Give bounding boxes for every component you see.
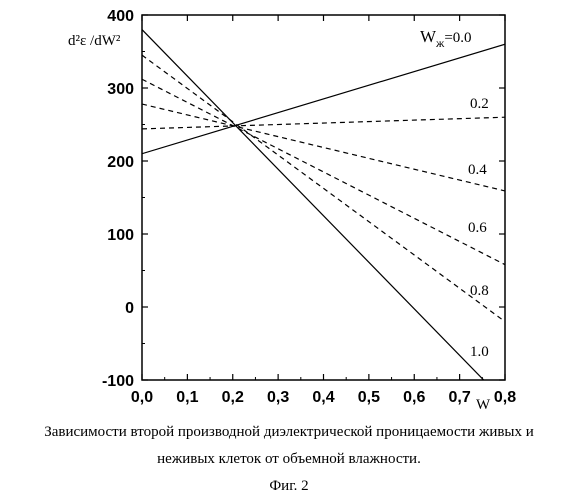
series-label-0-6: 0.6 bbox=[468, 220, 487, 236]
y-tick-label: 0 bbox=[125, 300, 134, 317]
caption-line-2: неживых клеток от объемной влажности. bbox=[0, 451, 578, 468]
x-tick-label: 0,8 bbox=[494, 389, 516, 406]
y-tick-label: 400 bbox=[107, 8, 134, 25]
series-label-0-2: 0.2 bbox=[470, 96, 489, 112]
x-tick-label: 0,4 bbox=[312, 389, 334, 406]
y-tick-label: -100 bbox=[102, 373, 134, 390]
series-line-0-0 bbox=[142, 44, 505, 154]
x-tick-label: 0,0 bbox=[131, 389, 153, 406]
y-tick-label: 200 bbox=[107, 154, 134, 171]
x-tick-label: 0,3 bbox=[267, 389, 289, 406]
x-tick-label: 0,5 bbox=[358, 389, 380, 406]
x-tick-label: 0,1 bbox=[176, 389, 198, 406]
series-line-0-4 bbox=[142, 104, 505, 191]
y-tick-label: 100 bbox=[107, 227, 134, 244]
series-line-0-6 bbox=[142, 79, 505, 264]
y-axis-label: d²ε /dW² bbox=[68, 33, 121, 49]
x-tick-label: 0,7 bbox=[449, 389, 471, 406]
chart: 0,0 0,1 0,2 0,3 0,4 0,5 0,6 0,7 0,8 400 300 200 100 0… bbox=[0, 0, 578, 420]
x-tick-label: 0,6 bbox=[403, 389, 425, 406]
y-tick-label: 300 bbox=[107, 81, 134, 98]
series-line-0-8 bbox=[142, 55, 505, 321]
series-label-0-8: 0.8 bbox=[470, 283, 489, 299]
plot-frame bbox=[142, 15, 505, 380]
series-lines bbox=[142, 30, 505, 402]
series-label-0-4: 0.4 bbox=[468, 162, 487, 178]
x-axis-label: W bbox=[476, 397, 491, 413]
figure-number: Фиг. 2 bbox=[0, 478, 578, 495]
caption-line-1: Зависимости второй производной диэлектри… bbox=[0, 424, 578, 441]
series-line-1-0 bbox=[142, 30, 505, 402]
series-line-0-2 bbox=[142, 117, 505, 129]
series-label-1-0: 1.0 bbox=[470, 344, 489, 360]
x-tick-label: 0,2 bbox=[222, 389, 244, 406]
series-label-0-0: Wж=0.0 bbox=[420, 27, 472, 50]
series-labels: Wж=0.0 0.2 0.4 0.6 0.8 1.0 bbox=[420, 27, 489, 360]
ticks: 0,0 0,1 0,2 0,3 0,4 0,5 0,6 0,7 0,8 400 300 200 100 0… bbox=[102, 8, 516, 406]
